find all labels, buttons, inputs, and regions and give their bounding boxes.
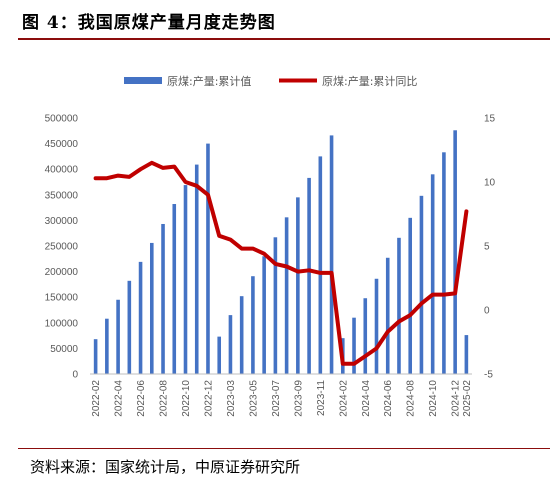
x-tick-label: 2023-07 xyxy=(271,380,282,417)
x-tick-label: 2023-03 xyxy=(226,380,237,417)
bar xyxy=(442,152,446,374)
bar xyxy=(116,299,120,374)
legend-bar-label: 原煤:产量:累计值 xyxy=(167,74,251,88)
x-tick-label: 2022-12 xyxy=(203,380,214,417)
x-tick-label: 2025-02 xyxy=(462,380,473,417)
bar xyxy=(127,280,132,374)
bar xyxy=(183,185,188,374)
x-tick-label: 2024-10 xyxy=(428,380,439,417)
bar xyxy=(273,237,278,374)
legend-line-label: 原煤:产量:累计同比 xyxy=(322,74,417,88)
y-right-tick-label: -5 xyxy=(484,370,493,381)
bar xyxy=(329,135,334,374)
bar xyxy=(352,317,356,374)
bar xyxy=(419,195,424,374)
y-axis-right: -5 0 5 10 15 xyxy=(484,114,496,381)
y-axis-left: 0 50000 100000 150000 200000 250000 300000 3500… xyxy=(45,114,79,381)
bar xyxy=(228,315,233,374)
y-right-tick-label: 15 xyxy=(484,114,496,125)
y-left-tick-label: 400000 xyxy=(45,165,79,176)
bar xyxy=(149,242,154,374)
y-right-tick-label: 5 xyxy=(484,242,490,253)
bar xyxy=(251,276,255,374)
x-tick-label: 2024-06 xyxy=(383,380,394,417)
yoy-line xyxy=(93,160,469,366)
figure-title: 图 4：我国原煤产量月度走势图 xyxy=(22,13,276,33)
x-tick-label: 2023-09 xyxy=(293,380,304,417)
bar xyxy=(318,156,323,374)
x-tick-label: 2022-04 xyxy=(114,380,125,417)
bar xyxy=(307,177,311,374)
bar xyxy=(296,197,300,374)
y-left-tick-label: 350000 xyxy=(45,190,79,201)
x-tick-label: 2024-02 xyxy=(338,380,349,417)
y-left-tick-label: 150000 xyxy=(45,293,79,304)
bar xyxy=(172,204,177,374)
bar xyxy=(374,278,379,374)
source-note: 资料来源：国家统计局，中原证券研究所 xyxy=(30,458,301,476)
legend-bar-swatch xyxy=(124,77,162,84)
x-tick-label: 2024-04 xyxy=(361,380,372,417)
x-tick-label: 2022-08 xyxy=(159,380,170,417)
y-right-tick-label: 0 xyxy=(484,306,490,317)
bar xyxy=(239,296,244,374)
x-tick-label: 2022-06 xyxy=(136,380,147,417)
bar xyxy=(284,217,289,374)
y-left-tick-label: 500000 xyxy=(45,114,79,125)
bar xyxy=(206,143,210,374)
title-divider xyxy=(18,38,550,40)
x-axis: 2022-02 2022-04 2022-06 2022-08 2022-10 2022-… xyxy=(91,380,473,417)
x-tick-label: 2023-11 xyxy=(316,380,327,416)
x-tick-label: 2024-12 xyxy=(451,380,462,417)
bar xyxy=(105,318,109,374)
y-left-tick-label: 50000 xyxy=(50,344,78,355)
bar xyxy=(430,174,435,374)
bar xyxy=(138,261,143,374)
line-series xyxy=(93,160,469,366)
bar xyxy=(408,217,413,374)
legend: 原煤:产量:累计值 原煤:产量:累计同比 xyxy=(124,74,417,88)
bar xyxy=(217,336,222,374)
x-tick-label: 2022-02 xyxy=(91,380,102,417)
y-left-tick-label: 250000 xyxy=(45,242,79,253)
bar xyxy=(397,237,401,374)
footer-divider xyxy=(18,448,550,449)
bar xyxy=(161,223,165,374)
x-tick-label: 2022-10 xyxy=(181,380,192,417)
bar xyxy=(262,256,266,374)
bar xyxy=(93,339,98,374)
y-right-tick-label: 10 xyxy=(484,178,496,189)
chart: 原煤:产量:累计值 原煤:产量:累计同比 0 50000 100000 150000 2… xyxy=(45,74,496,417)
y-left-tick-label: 100000 xyxy=(45,318,79,329)
bar xyxy=(194,164,199,374)
bar xyxy=(385,257,390,374)
bar xyxy=(363,298,368,374)
x-tick-label: 2023-05 xyxy=(248,380,259,417)
bar-series xyxy=(93,130,469,374)
y-left-tick-label: 450000 xyxy=(45,139,79,150)
bar xyxy=(453,130,457,374)
y-left-tick-label: 300000 xyxy=(45,216,79,227)
y-left-tick-label: 200000 xyxy=(45,267,79,278)
y-left-tick-label: 0 xyxy=(72,370,78,381)
bar xyxy=(464,335,469,374)
x-tick-label: 2024-08 xyxy=(406,380,417,417)
